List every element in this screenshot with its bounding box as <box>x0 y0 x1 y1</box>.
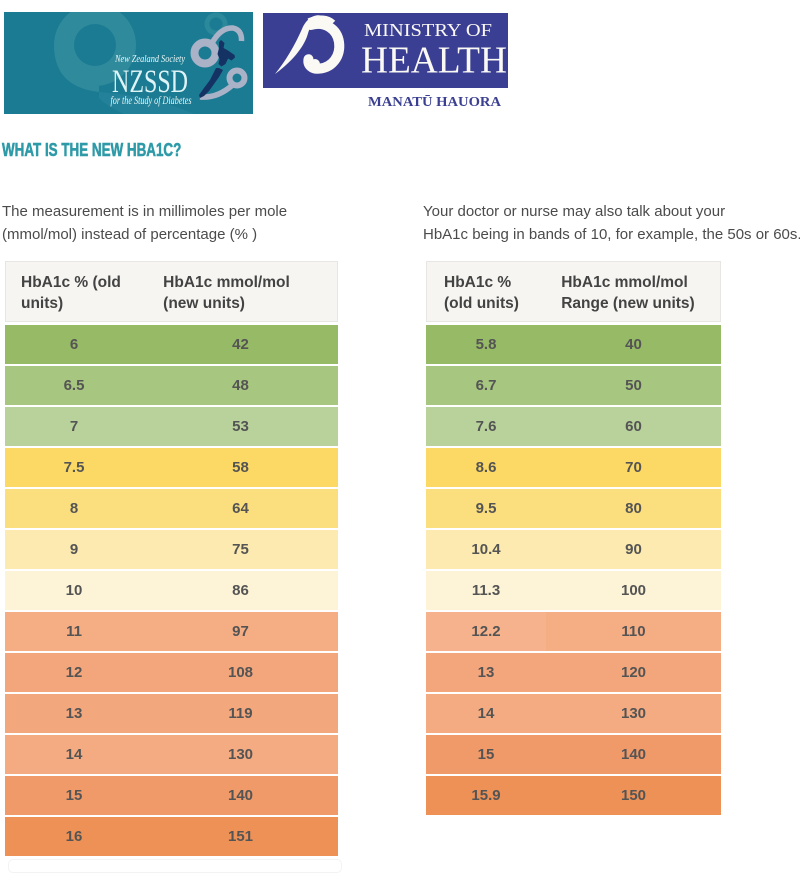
svg-text:MANATŪ HAUORA: MANATŪ HAUORA <box>368 94 501 109</box>
svg-text:NZSSD: NZSSD <box>112 64 188 100</box>
svg-text:MINISTRY OF: MINISTRY OF <box>364 20 492 40</box>
svg-text:for the Study of Diabetes: for the Study of Diabetes <box>111 93 192 107</box>
svg-text:HEALTH: HEALTH <box>361 40 507 82</box>
svg-text:New Zealand Society: New Zealand Society <box>114 53 185 65</box>
